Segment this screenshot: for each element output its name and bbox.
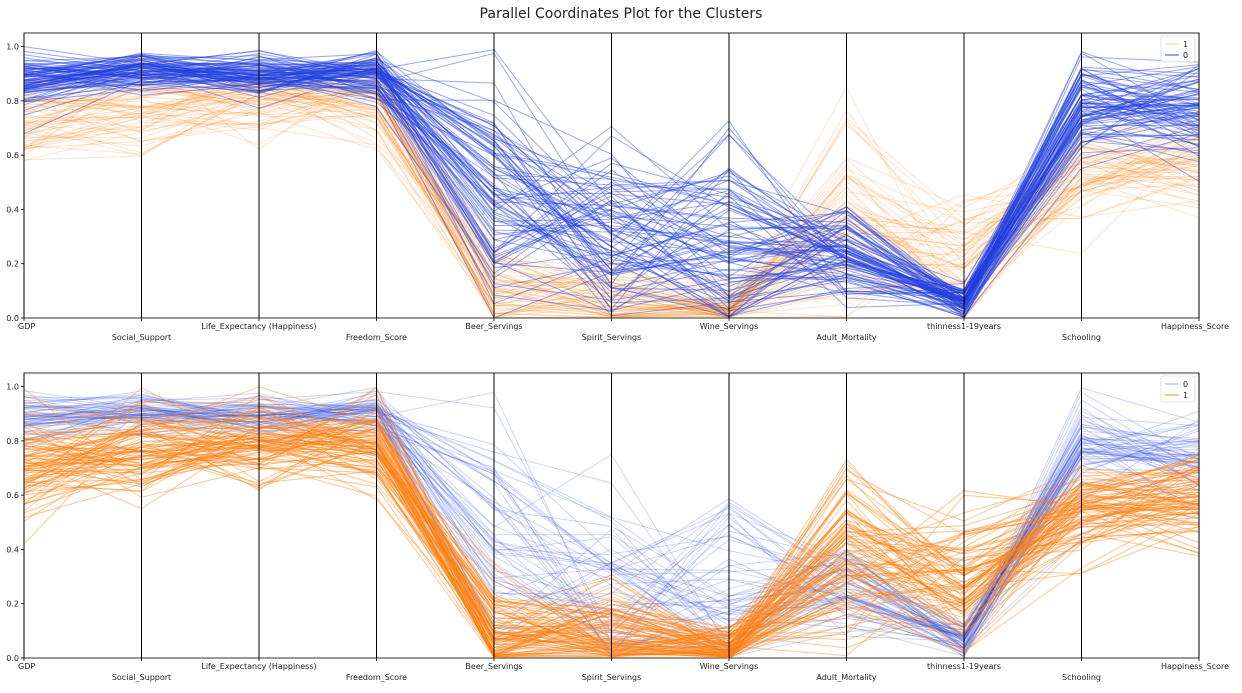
- legend-label-0: 0: [1183, 51, 1188, 60]
- x-tick-label: Beer_Servings: [465, 662, 522, 671]
- x-tick-label: Schooling: [1062, 673, 1101, 682]
- x-tick-label: GDP: [18, 322, 35, 331]
- x-tick-label: Beer_Servings: [465, 322, 522, 331]
- y-tick-label: 0.6: [6, 491, 19, 500]
- x-tick-label: Life_Expectancy (Happiness): [201, 662, 316, 671]
- x-tick-label: Freedom_Score: [346, 673, 407, 682]
- legend-label-1: 1: [1183, 40, 1188, 49]
- panel-2: 0.0 0.2 0.4 0.6 0.8 1.0 GDP Social_Support Life_…: [6, 372, 1229, 682]
- x-tick-label: Life_Expectancy (Happiness): [201, 322, 316, 331]
- y-tick-label: 0.8: [6, 437, 19, 446]
- x-tick-label: Social_Support: [112, 673, 171, 682]
- x-tick-label: Social_Support: [112, 333, 171, 342]
- x-tick-label: Wine_Servings: [700, 662, 759, 671]
- x-tick-label: Happiness_Score: [1161, 322, 1229, 331]
- y-tick-label: 0.4: [6, 545, 19, 554]
- x-tick-label: thinness1-19years: [927, 322, 1001, 331]
- y-tick-label: 0.0: [6, 314, 19, 323]
- legend-box: [1160, 375, 1196, 403]
- x-tick-label: Wine_Servings: [700, 322, 759, 331]
- x-tick-label: Spirit_Servings: [582, 673, 642, 682]
- x-tick-label: Freedom_Score: [346, 333, 407, 342]
- x-tick-label: Spirit_Servings: [582, 333, 642, 342]
- panel-1: 0.0 0.2 0.4 0.6 0.8 1.0 GDP Social_Support Life_…: [6, 32, 1229, 342]
- chart-title: Parallel Coordinates Plot for the Cluste…: [479, 6, 763, 22]
- x-tick-label: Happiness_Score: [1161, 662, 1229, 671]
- legend-box: [1160, 35, 1196, 63]
- legend-label-0: 0: [1183, 380, 1188, 389]
- x-tick-label: Adult_Mortality: [816, 673, 877, 682]
- y-tick-label: 1.0: [6, 43, 19, 52]
- legend-label-1: 1: [1183, 391, 1188, 400]
- y-tick-label: 0.0: [6, 654, 19, 663]
- y-tick-label: 0.2: [6, 260, 19, 269]
- y-tick-label: 0.8: [6, 97, 19, 106]
- y-tick-label: 1.0: [6, 383, 19, 392]
- x-tick-label: Adult_Mortality: [816, 333, 877, 342]
- y-tick-label: 0.6: [6, 151, 19, 160]
- x-tick-label: thinness1-19years: [927, 662, 1001, 671]
- x-tick-label: Schooling: [1062, 333, 1101, 342]
- y-tick-label: 0.4: [6, 205, 19, 214]
- x-tick-label: GDP: [18, 662, 35, 671]
- y-tick-label: 0.2: [6, 600, 19, 609]
